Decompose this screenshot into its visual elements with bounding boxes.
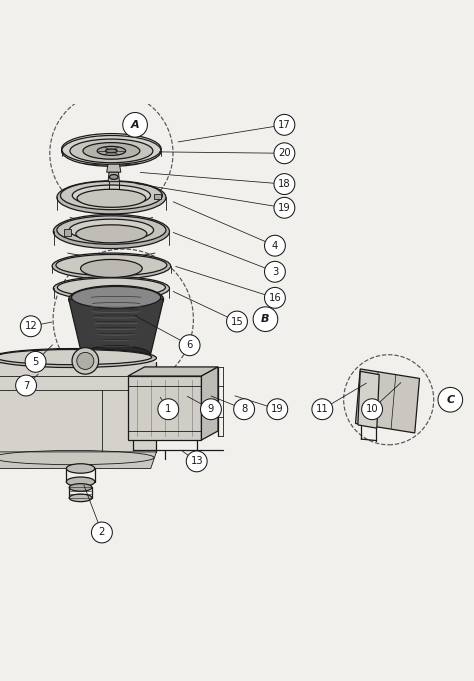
Ellipse shape — [81, 259, 142, 277]
Text: 9: 9 — [208, 405, 214, 414]
Polygon shape — [64, 229, 71, 236]
Ellipse shape — [69, 219, 154, 241]
Text: 4: 4 — [272, 240, 278, 251]
Polygon shape — [201, 367, 218, 440]
Circle shape — [158, 399, 179, 419]
Circle shape — [227, 311, 247, 332]
Ellipse shape — [82, 346, 151, 364]
Text: 18: 18 — [278, 179, 291, 189]
Text: B: B — [261, 314, 270, 324]
Circle shape — [201, 399, 221, 419]
Polygon shape — [128, 376, 201, 440]
Polygon shape — [356, 369, 419, 433]
Circle shape — [179, 335, 200, 355]
Ellipse shape — [76, 225, 147, 243]
Circle shape — [253, 307, 278, 332]
Text: C: C — [446, 395, 455, 405]
Ellipse shape — [56, 255, 167, 276]
Circle shape — [274, 114, 295, 136]
Text: 6: 6 — [186, 340, 193, 350]
Circle shape — [438, 387, 463, 412]
Text: 2: 2 — [99, 528, 105, 537]
Text: 5: 5 — [32, 357, 39, 367]
Circle shape — [20, 316, 41, 336]
Circle shape — [123, 112, 147, 137]
Circle shape — [77, 352, 94, 369]
Text: 19: 19 — [271, 405, 283, 414]
Ellipse shape — [72, 185, 151, 206]
Ellipse shape — [97, 146, 126, 155]
Text: 11: 11 — [316, 405, 328, 414]
Ellipse shape — [69, 484, 92, 491]
Ellipse shape — [53, 276, 169, 300]
Polygon shape — [128, 367, 218, 376]
Text: 20: 20 — [278, 148, 291, 158]
Ellipse shape — [69, 285, 164, 313]
Circle shape — [267, 399, 288, 419]
Circle shape — [264, 287, 285, 308]
Text: 12: 12 — [25, 321, 37, 331]
Text: 1: 1 — [165, 405, 172, 414]
Ellipse shape — [57, 278, 165, 297]
Ellipse shape — [53, 215, 169, 249]
Polygon shape — [108, 172, 119, 182]
Text: A: A — [131, 120, 139, 130]
Ellipse shape — [57, 216, 166, 244]
Ellipse shape — [62, 136, 161, 166]
Polygon shape — [69, 299, 164, 355]
Circle shape — [274, 143, 295, 163]
Circle shape — [91, 522, 112, 543]
Circle shape — [274, 174, 295, 195]
Ellipse shape — [72, 287, 161, 308]
Ellipse shape — [0, 349, 156, 368]
Ellipse shape — [105, 149, 117, 153]
Polygon shape — [0, 362, 156, 452]
Polygon shape — [154, 193, 161, 200]
Circle shape — [312, 399, 333, 419]
Circle shape — [16, 375, 36, 396]
Ellipse shape — [57, 180, 166, 214]
Polygon shape — [0, 452, 156, 469]
Ellipse shape — [69, 494, 92, 502]
Ellipse shape — [61, 181, 162, 210]
Circle shape — [186, 451, 207, 472]
Text: 13: 13 — [191, 456, 203, 466]
Ellipse shape — [70, 139, 153, 163]
Circle shape — [264, 262, 285, 282]
Ellipse shape — [52, 253, 171, 279]
Text: 3: 3 — [272, 267, 278, 276]
Text: 19: 19 — [278, 203, 291, 212]
Text: 17: 17 — [278, 120, 291, 130]
Text: 7: 7 — [23, 381, 29, 390]
Circle shape — [264, 235, 285, 256]
Circle shape — [72, 347, 99, 374]
Ellipse shape — [66, 464, 95, 473]
Ellipse shape — [109, 174, 118, 179]
Polygon shape — [358, 371, 379, 428]
Ellipse shape — [66, 477, 95, 486]
Text: 15: 15 — [231, 317, 243, 327]
Circle shape — [234, 399, 255, 419]
Circle shape — [274, 197, 295, 218]
Text: 16: 16 — [269, 293, 281, 303]
Circle shape — [362, 399, 383, 419]
Circle shape — [25, 351, 46, 373]
Text: 10: 10 — [366, 405, 378, 414]
Ellipse shape — [0, 349, 152, 364]
Text: 8: 8 — [241, 405, 247, 414]
Ellipse shape — [83, 142, 140, 159]
Polygon shape — [107, 164, 121, 172]
Ellipse shape — [77, 189, 146, 207]
